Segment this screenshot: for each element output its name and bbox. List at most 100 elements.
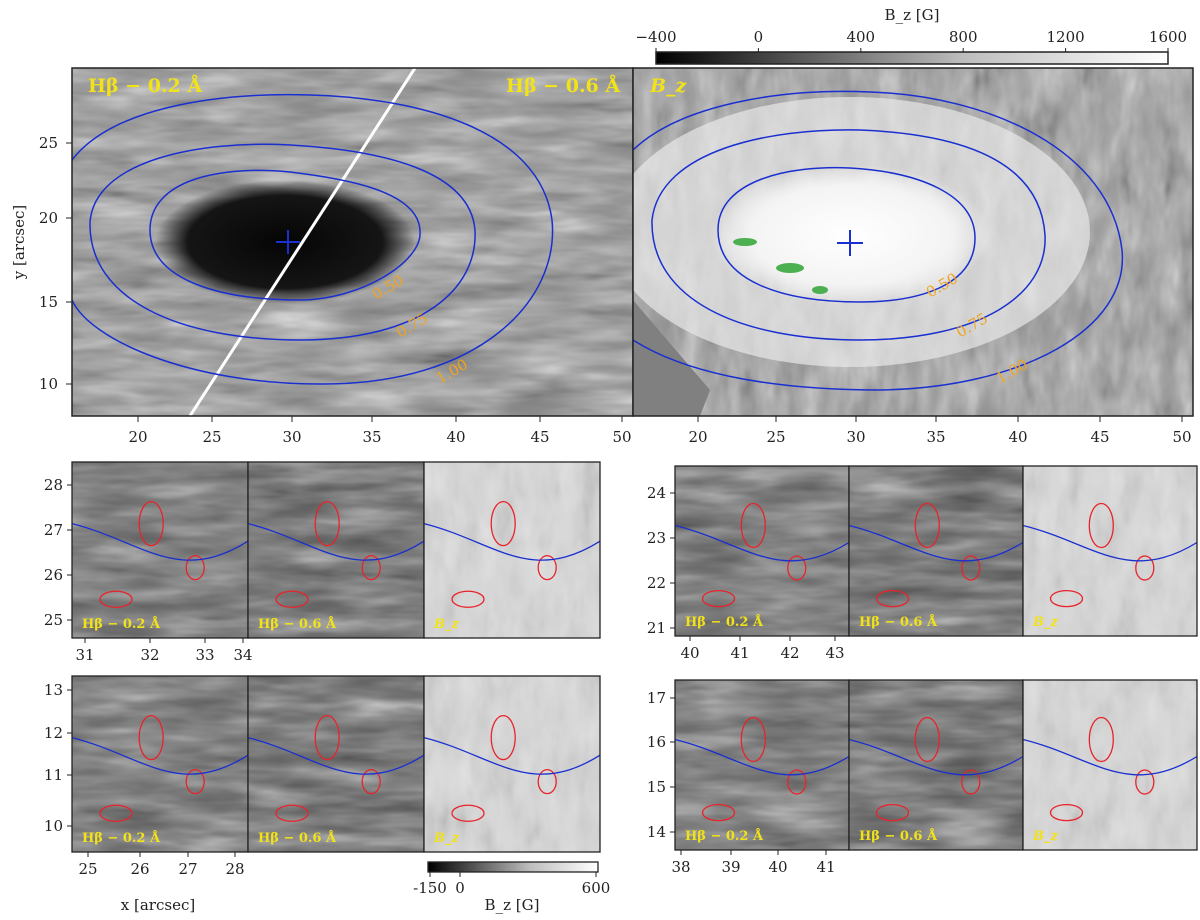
inset-colorbar: -150 0 600 B_z [G]: [413, 861, 610, 914]
main-colorbar-tick: 1200: [1047, 28, 1085, 46]
inset-panel: Hβ − 0.6 Å: [848, 465, 1024, 637]
inset-x-tick: 28: [225, 860, 244, 878]
inset-x-tick: 32: [140, 646, 159, 664]
bright-point-outline: [787, 769, 807, 795]
inset-x-tick: 26: [130, 860, 149, 878]
bright-point-outline: [314, 714, 340, 761]
inset-contour: [674, 524, 850, 562]
inset-contour: [71, 522, 249, 561]
inset-panel-label: Hβ − 0.6 Å: [859, 614, 938, 630]
inset-x-tick: 39: [721, 858, 740, 876]
main-colorbar-tick: −400: [635, 28, 676, 46]
main-x-tick-left: 25: [202, 428, 221, 446]
inset-y-tick: 28: [44, 476, 63, 494]
bright-point-outline: [537, 768, 557, 795]
inset-y-tick: 26: [44, 566, 63, 584]
inset-contour: [247, 736, 425, 775]
inset-panel: Hβ − 0.2 Å: [71, 461, 249, 639]
inset-contour: [423, 736, 601, 775]
inset-y-tick: 17: [647, 689, 666, 707]
contour-100: [72, 93, 554, 385]
bright-point-outline: [1049, 803, 1084, 822]
inset-contour: [71, 736, 249, 775]
inset-y-tick: 15: [647, 778, 666, 796]
inset-contour: [848, 524, 1024, 562]
main-y-tick: 10: [39, 375, 58, 393]
inset-x-tick: 43: [825, 644, 844, 662]
main-x-tick-right: 45: [1090, 428, 1109, 446]
main-x-tick-left: 20: [128, 428, 147, 446]
inset-contour: [247, 522, 425, 561]
inset-y-tick: 24: [647, 484, 666, 502]
bright-point-outline: [875, 589, 910, 608]
bright-point-outline: [451, 590, 485, 608]
inset-panel: B_z: [1022, 465, 1198, 637]
bright-point-outline: [875, 803, 910, 822]
inset-contour: [1022, 524, 1198, 562]
inset-panel-label: Hβ − 0.2 Å: [82, 616, 161, 632]
inset-panel: Hβ − 0.6 Å: [247, 675, 425, 853]
inset-y-tick: 16: [647, 733, 666, 751]
inset-y-tick: 23: [647, 529, 666, 547]
bright-point-outline: [99, 804, 133, 822]
bright-point-outline: [1135, 769, 1155, 795]
inset-colorbar-tick: 0: [455, 879, 465, 897]
main-colorbar-tick: 800: [949, 28, 978, 46]
bright-point-outline: [1049, 589, 1084, 608]
inset-group-d: Hβ − 0.2 Å Hβ − 0.6 Å B_z 17 16 15 14 38 39 40 41: [647, 679, 1198, 876]
inset-panel: B_z: [423, 461, 601, 639]
inset-panel-label: B_z: [433, 617, 459, 632]
inset-panel-label: B_z: [1032, 829, 1058, 844]
bright-point-outline: [361, 768, 381, 795]
inset-group-b: Hβ − 0.2 Å Hβ − 0.6 Å B_z 24 23 22 21 40 41 42 43: [647, 465, 1198, 662]
inset-panel-label: Hβ − 0.2 Å: [685, 614, 764, 630]
inset-y-tick: 10: [44, 817, 63, 835]
inset-panel-label: Hβ − 0.6 Å: [258, 616, 337, 632]
bright-point-outline: [914, 716, 940, 763]
main-panel-bz: B_z 0.50 0.75 1.00: [632, 67, 1194, 417]
inset-contour: [848, 738, 1024, 776]
inset-x-tick: 33: [195, 646, 214, 664]
main-y-tick: 15: [39, 293, 58, 311]
panel-label-hb02: Hβ − 0.2 Å: [88, 74, 202, 97]
bright-point-outline: [1135, 555, 1155, 581]
inset-y-tick: 11: [44, 766, 63, 784]
inset-x-tick: 25: [78, 860, 97, 878]
bright-point-outline: [490, 500, 516, 547]
divider-line: [188, 68, 417, 416]
bright-point-outline: [740, 502, 766, 549]
main-x-tick-right: 50: [1172, 428, 1191, 446]
inset-panel-label: Hβ − 0.2 Å: [82, 830, 161, 846]
panel-label-hb06: Hβ − 0.6 Å: [506, 74, 620, 97]
inset-panel: B_z: [423, 675, 601, 853]
contour-075: [89, 143, 476, 341]
inset-contour: [423, 522, 601, 561]
main-colorbar-label: B_z [G]: [885, 6, 940, 24]
inset-contour: [1022, 738, 1198, 776]
bright-point-outline: [185, 768, 205, 795]
bright-point-outline: [138, 714, 164, 761]
inset-x-tick: 42: [780, 644, 799, 662]
main-y-tick: 20: [39, 209, 58, 227]
bright-point-outline: [961, 555, 981, 581]
inset-panel: Hβ − 0.2 Å: [674, 679, 850, 851]
main-colorbar-tick: 400: [846, 28, 875, 46]
main-x-tick-left: 30: [282, 428, 301, 446]
main-x-tick-left: 40: [446, 428, 465, 446]
main-x-tick-right: 20: [688, 428, 707, 446]
main-x-tick-right: 40: [1008, 428, 1027, 446]
main-colorbar-tick: 0: [754, 28, 764, 46]
bright-point-outline: [451, 804, 485, 822]
bright-point-outline: [185, 554, 205, 581]
main-x-tick-right: 30: [846, 428, 865, 446]
inset-panel: Hβ − 0.6 Å: [848, 679, 1024, 851]
inset-x-tick: 40: [768, 858, 787, 876]
main-x-tick-left: 50: [612, 428, 631, 446]
main-x-tick-right: 25: [766, 428, 785, 446]
inset-panel-label: Hβ − 0.6 Å: [258, 830, 337, 846]
inset-xlabel: x [arcsec]: [121, 896, 195, 914]
bright-point-outline: [275, 804, 309, 822]
main-x-tick-left: 35: [362, 428, 381, 446]
